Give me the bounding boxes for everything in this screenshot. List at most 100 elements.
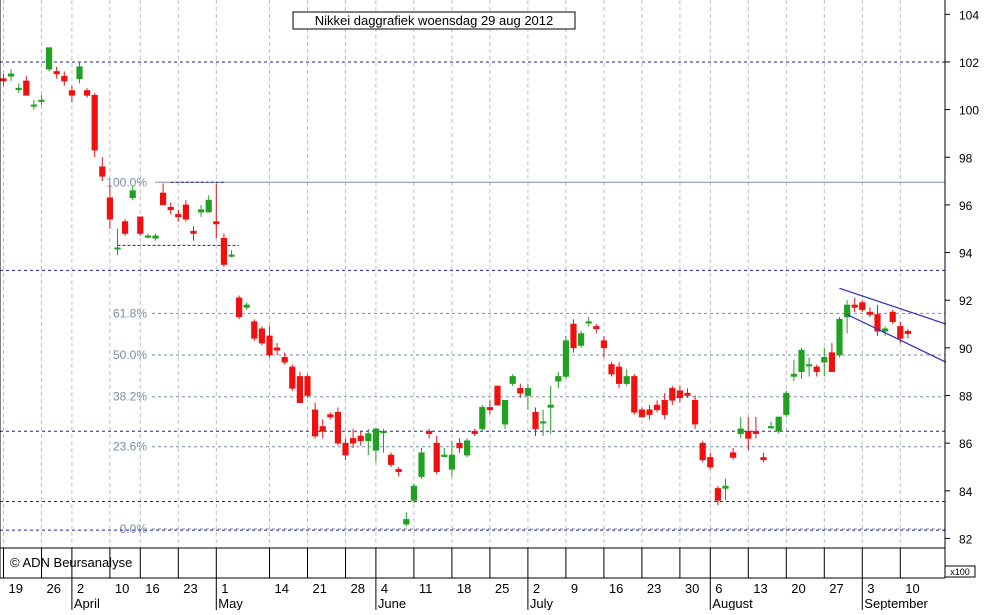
candle-body (760, 457, 767, 461)
candle-body (251, 321, 258, 339)
candle-body (23, 80, 30, 96)
candle-body (707, 457, 714, 468)
candle-body (684, 392, 691, 396)
x-tick-label: 9 (571, 581, 578, 596)
candle-body (524, 388, 531, 396)
x-tick-label: 13 (753, 581, 767, 596)
grid-layer (3, 0, 901, 548)
candle-body (395, 469, 402, 473)
candle-body (676, 390, 683, 399)
candle-body (243, 304, 250, 308)
x-tick-label: 2 (533, 581, 540, 596)
candle-body (722, 485, 729, 489)
fib-level-label: 38.2% (113, 390, 147, 404)
candle-body (851, 304, 858, 308)
trend-line (839, 287, 947, 325)
candle-body (593, 326, 600, 330)
candle-body (615, 366, 623, 384)
candle-body (874, 314, 881, 332)
x-tick-label: 4 (381, 581, 388, 596)
candle-body (805, 364, 813, 367)
trend-line (846, 313, 947, 363)
x-tick-label: 23 (183, 581, 197, 596)
candle-body (714, 488, 721, 501)
candle-body (433, 442, 440, 473)
x-tick-label: 21 (313, 581, 327, 596)
candle-body (547, 404, 554, 408)
unit-label-box (944, 565, 976, 578)
candle-body (380, 430, 387, 434)
candle-body (15, 87, 22, 90)
x-tick-label: 20 (791, 581, 805, 596)
y-tick-label: 84 (959, 485, 973, 499)
candle-body (152, 235, 159, 239)
x-tick-label: 16 (145, 581, 159, 596)
candle-body (767, 426, 775, 429)
candle-body (106, 197, 113, 220)
fib-level-label: 100.0% (106, 175, 147, 189)
y-tick-label: 86 (959, 437, 973, 451)
candle-body (129, 190, 136, 199)
fib-level-label: 0.0% (120, 522, 148, 536)
candle-body (463, 440, 471, 456)
candle-body (84, 90, 91, 96)
candle-body (570, 323, 577, 349)
x-tick-label: 10 (905, 581, 919, 596)
candle-body (897, 326, 904, 339)
candle-body (319, 426, 326, 432)
x-tick-label: 11 (419, 581, 433, 596)
candle-body (623, 376, 630, 384)
candle-body (669, 388, 676, 401)
x-tick-label: 2 (77, 581, 84, 596)
candle-body (653, 404, 661, 411)
candle-body (289, 366, 296, 389)
candle-body (372, 428, 380, 451)
x-tick-label: 14 (275, 581, 289, 596)
month-label: April (74, 596, 100, 610)
candle-body (357, 435, 364, 442)
candle-body (266, 335, 273, 356)
candle-body (349, 438, 357, 444)
candle-body (479, 407, 486, 430)
candle-body (881, 328, 889, 332)
candle-body (304, 376, 311, 396)
candle-body (577, 333, 585, 346)
candle-body (334, 411, 342, 444)
candle-body (813, 366, 820, 372)
candle-body (555, 376, 562, 382)
candle-body (8, 73, 15, 77)
y-tick-label: 92 (959, 294, 973, 308)
candle-body (866, 311, 873, 315)
candle-body (661, 399, 668, 415)
x-tick-label: 26 (47, 581, 61, 596)
candle-body (494, 385, 501, 406)
candle-layer (0, 47, 911, 527)
candle-body (821, 357, 828, 363)
candle-body (45, 47, 53, 70)
candle-body (532, 411, 539, 430)
month-label: August (712, 596, 753, 610)
candle-body (365, 433, 372, 442)
x-tick-label: 16 (609, 581, 623, 596)
candle-body (638, 409, 645, 418)
chart-title: Nikkei daggrafiek woensdag 29 aug 2012 (315, 13, 554, 28)
candle-body (790, 373, 797, 377)
candle-body (471, 430, 478, 434)
candle-body (691, 399, 699, 425)
candle-body (775, 416, 782, 432)
x-tick-label: 1 (221, 581, 228, 596)
month-label: July (530, 596, 554, 610)
month-label: September (864, 596, 928, 610)
candle-body (160, 192, 167, 206)
candle-body (387, 454, 395, 465)
candle-body (600, 340, 607, 349)
candle-body (114, 247, 121, 250)
candle-body (859, 302, 866, 311)
candle-body (144, 235, 152, 238)
x-tick-label: 23 (647, 581, 661, 596)
candle-body (486, 407, 494, 411)
candle-body (889, 311, 896, 322)
candle-body (258, 328, 266, 344)
